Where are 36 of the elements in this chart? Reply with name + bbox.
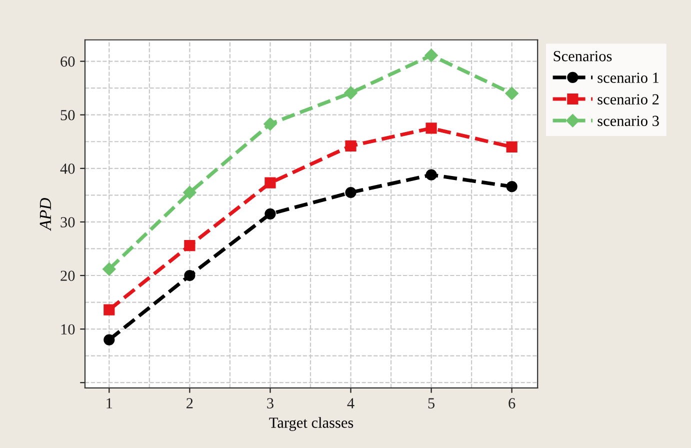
x-tick-label: 3 bbox=[267, 398, 274, 408]
legend-title: Scenarios bbox=[554, 51, 612, 62]
x-tick-label: 6 bbox=[508, 398, 516, 408]
point bbox=[104, 334, 115, 346]
point bbox=[505, 86, 518, 100]
point bbox=[104, 304, 115, 316]
point bbox=[264, 208, 276, 220]
point bbox=[506, 181, 518, 192]
point bbox=[264, 177, 276, 188]
point bbox=[344, 86, 358, 100]
point bbox=[184, 240, 196, 252]
y-tick-label: 50 bbox=[60, 110, 75, 120]
point bbox=[345, 186, 356, 198]
x-tick-label: 5 bbox=[428, 398, 435, 408]
point bbox=[184, 270, 196, 282]
point bbox=[426, 169, 437, 180]
point bbox=[264, 117, 277, 131]
y-tick-label: 30 bbox=[60, 217, 75, 228]
x-tick-label: 4 bbox=[347, 398, 354, 408]
point bbox=[345, 140, 356, 152]
x-tick-label: 1 bbox=[106, 398, 112, 408]
point bbox=[183, 186, 196, 200]
point bbox=[426, 122, 437, 134]
point bbox=[424, 48, 438, 62]
legend-label: scenario 2 bbox=[598, 94, 659, 104]
point bbox=[506, 141, 518, 153]
y-tick-label: 60 bbox=[60, 56, 75, 67]
y-tick-label: 10 bbox=[61, 324, 75, 335]
legend-label: scenario 1 bbox=[598, 72, 659, 83]
y-tick-label: 20 bbox=[60, 270, 75, 281]
point bbox=[102, 262, 116, 276]
y-tick-label: 40 bbox=[60, 164, 75, 174]
x-tick-label: 2 bbox=[186, 398, 193, 408]
x-axis-title: Target classes bbox=[269, 417, 354, 431]
y-axis-title: APD bbox=[40, 198, 51, 232]
legend-label: scenario 3 bbox=[598, 116, 659, 126]
